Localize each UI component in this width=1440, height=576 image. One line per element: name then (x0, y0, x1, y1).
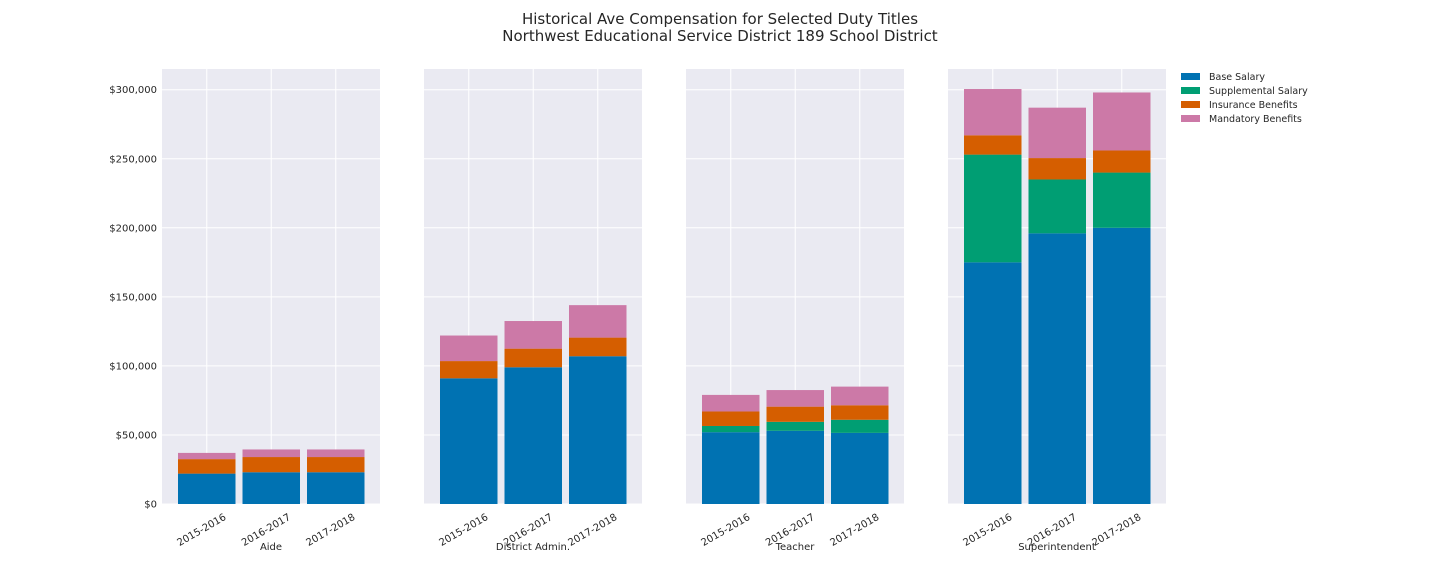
x-tick-label: 2017-2018 (567, 512, 620, 549)
bar-segment-mandatory-benefits (569, 305, 627, 338)
y-tick-label: $250,000 (109, 154, 157, 165)
bar-segment-base-salary (766, 430, 824, 504)
panel-aide: 2015-2016 2016-2017 2017-2018Aide$0$50,000… (109, 69, 380, 553)
x-axis-label: Superintendent (1018, 542, 1096, 553)
bar-segment-insurance-benefits (307, 457, 365, 473)
y-tick-label: $200,000 (109, 223, 157, 234)
x-tick-label: 2015-2016 (962, 512, 1015, 549)
chart-title-line1: Historical Ave Compensation for Selected… (522, 10, 918, 28)
bar-segment-base-salary (831, 432, 889, 504)
bar-segment-base-salary (964, 262, 1022, 504)
bar-segment-base-salary (702, 432, 760, 504)
bar-segment-mandatory-benefits (178, 452, 236, 460)
legend: Base Salary Supplemental Salary Insurance … (1181, 72, 1308, 125)
bar-segment-base-salary (504, 367, 562, 504)
bar-segment-base-salary (242, 472, 300, 504)
legend-swatch (1181, 87, 1200, 94)
bar-segment-base-salary (307, 472, 365, 504)
bar-segment-supplemental-salary (964, 154, 1022, 263)
bar-segment-mandatory-benefits (307, 449, 365, 458)
bar-segment-insurance-benefits (569, 337, 627, 357)
x-tick-label: 2015-2016 (438, 512, 491, 549)
bar-segment-supplemental-salary (831, 419, 889, 433)
x-tick-label: 2017-2018 (305, 512, 358, 549)
bar-segment-mandatory-benefits (1093, 92, 1151, 151)
bar-segment-insurance-benefits (242, 457, 300, 473)
legend-label: Supplemental Salary (1209, 86, 1308, 97)
legend-swatch (1181, 73, 1200, 80)
y-tick-label: $300,000 (109, 85, 157, 96)
bar-segment-insurance-benefits (440, 361, 498, 379)
legend-label: Base Salary (1209, 72, 1265, 83)
x-tick-label: 2015-2016 (176, 512, 229, 549)
y-tick-label: $50,000 (116, 430, 157, 441)
bar-segment-insurance-benefits (178, 459, 236, 474)
bar-segment-insurance-benefits (766, 406, 824, 422)
legend-label: Mandatory Benefits (1209, 114, 1302, 125)
bar-segment-base-salary (440, 378, 498, 504)
y-tick-label: $100,000 (109, 361, 157, 372)
bar-segment-supplemental-salary (1028, 179, 1086, 234)
bar-segment-mandatory-benefits (504, 321, 562, 349)
legend-swatch (1181, 115, 1200, 122)
bar-segment-mandatory-benefits (964, 89, 1022, 136)
bar-segment-mandatory-benefits (1028, 107, 1086, 159)
bar-segment-mandatory-benefits (702, 394, 760, 412)
bar-segment-insurance-benefits (504, 348, 562, 368)
y-tick-label: $150,000 (109, 292, 157, 303)
bar-segment-insurance-benefits (831, 405, 889, 420)
bar-segment-base-salary (178, 473, 236, 504)
panel-superintendent: 2015-2016 2016-2017 2017-2018Superintenden… (948, 69, 1166, 553)
bar-segment-supplemental-salary (1093, 172, 1151, 228)
y-tick-label: $0 (144, 500, 157, 511)
bar-segment-insurance-benefits (1093, 150, 1151, 173)
bar-segment-base-salary (1093, 227, 1151, 505)
bar-segment-mandatory-benefits (831, 386, 889, 406)
x-axis-label: Teacher (775, 542, 816, 553)
x-tick-label: 2015-2016 (700, 512, 753, 549)
x-tick-label: 2017-2018 (1091, 512, 1144, 549)
legend-swatch (1181, 101, 1200, 108)
chart-title-line2: Northwest Educational Service District 1… (502, 27, 938, 45)
x-tick-label: 2017-2018 (829, 512, 882, 549)
bar-segment-mandatory-benefits (766, 390, 824, 407)
bar-segment-mandatory-benefits (440, 335, 498, 362)
legend-label: Insurance Benefits (1209, 100, 1298, 111)
x-axis-label: Aide (260, 542, 282, 553)
bar-segment-insurance-benefits (1028, 158, 1086, 180)
bar-segment-supplemental-salary (766, 421, 824, 431)
bar-segment-base-salary (1028, 233, 1086, 505)
bar-segment-insurance-benefits (702, 411, 760, 426)
bar-segment-mandatory-benefits (242, 449, 300, 458)
bar-segment-insurance-benefits (964, 135, 1022, 155)
bar-segment-base-salary (569, 356, 627, 504)
panels-layer: 2015-2016 2016-2017 2017-2018Aide$0$50,000… (109, 69, 1166, 553)
bar-segment-supplemental-salary (702, 425, 760, 433)
x-axis-label: District Admin. (496, 542, 570, 553)
